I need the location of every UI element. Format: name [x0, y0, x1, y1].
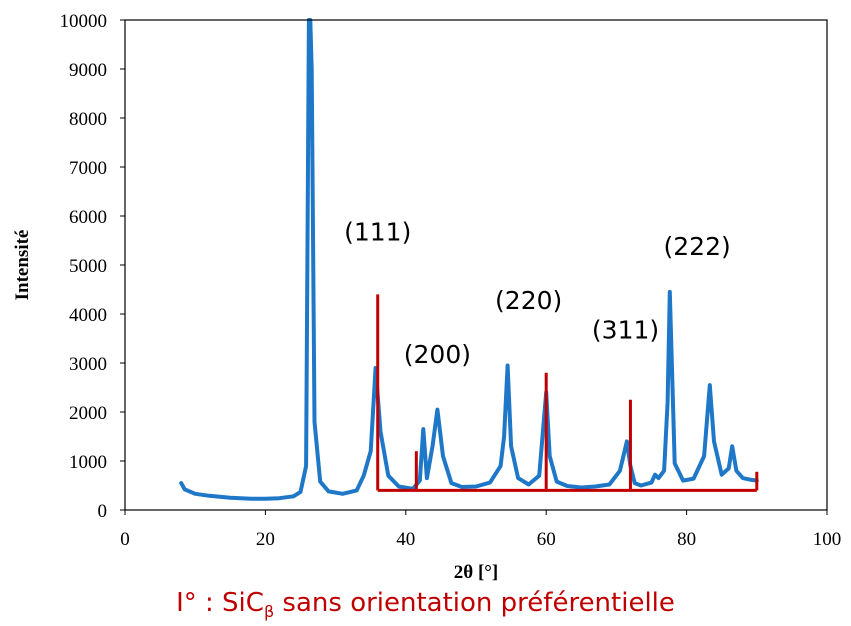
- x-tick-label: 40: [396, 529, 415, 550]
- series-line-xrd-pattern: [179, 18, 759, 501]
- y-tick-label: 3000: [69, 354, 107, 375]
- y-tick-label: 5000: [69, 256, 107, 277]
- x-tick-label: 0: [120, 529, 130, 550]
- y-tick-label: 4000: [69, 305, 107, 326]
- peak-label: (200): [404, 340, 471, 369]
- y-tick-label: 6000: [69, 207, 107, 228]
- xrd-chart: 0100020003000400050006000700080009000100…: [12, 11, 841, 583]
- peak-label: (222): [664, 232, 731, 261]
- figure-caption: I° : SiCβ sans orientation préférentiell…: [0, 588, 851, 621]
- x-axis-label: 2θ [°]: [454, 562, 498, 583]
- peak-label: (111): [344, 218, 411, 247]
- caption-subscript: β: [263, 602, 275, 622]
- plot-frame: [124, 19, 828, 511]
- y-ticks: 0 1000 2000 3000 4000 5000 6000 7000 8000 9000 100…: [60, 11, 125, 522]
- peak-label: (220): [495, 286, 562, 315]
- y-tick-label: 2000: [69, 403, 107, 424]
- x-tick-label: 100: [813, 529, 842, 550]
- y-tick-label: 7000: [69, 158, 107, 179]
- peak-label: (311): [592, 316, 659, 345]
- caption-suffix: sans orientation préférentielle: [274, 588, 675, 618]
- plot-marks: [179, 18, 759, 501]
- caption-prefix: I° : SiC: [176, 588, 264, 618]
- x-tick-label: 20: [256, 529, 275, 550]
- x-tick-label: 60: [537, 529, 556, 550]
- peak-annotations: (111) (200) (220) (311) (222): [344, 218, 731, 370]
- y-tick-label: 8000: [69, 109, 107, 130]
- x-ticks: 0 20 40 60 80 100: [120, 510, 841, 550]
- y-axis-label: Intensité: [12, 230, 33, 301]
- y-tick-label: 10000: [60, 11, 108, 32]
- y-tick-label: 0: [98, 501, 108, 522]
- y-tick-label: 1000: [69, 452, 107, 473]
- y-tick-label: 9000: [69, 60, 107, 81]
- x-tick-label: 80: [677, 529, 696, 550]
